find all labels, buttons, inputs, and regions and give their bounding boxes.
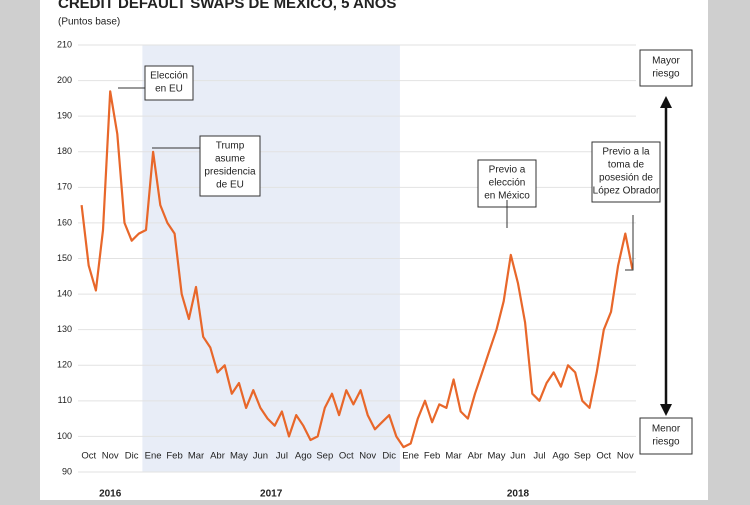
annotation-text: presidencia: [204, 167, 256, 178]
annotation-text: de EU: [216, 180, 244, 191]
risk-label: riesgo: [652, 437, 680, 448]
y-tick-label: 200: [57, 75, 72, 85]
x-tick-label: Jul: [533, 451, 545, 462]
y-tick-label: 140: [57, 288, 72, 298]
x-tick-label: May: [230, 451, 248, 462]
x-tick-label: Feb: [424, 451, 440, 462]
annotation-text: elección: [489, 178, 526, 189]
x-tick-label: Nov: [617, 451, 634, 462]
x-tick-label: Oct: [81, 451, 96, 462]
y-tick-label: 130: [57, 324, 72, 334]
x-tick-label: Sep: [574, 451, 591, 462]
x-tick-label: Feb: [166, 451, 182, 462]
risk-arrow-head: [660, 404, 672, 416]
x-tick-label: Nov: [359, 451, 376, 462]
annotation-box: [199, 135, 261, 197]
x-tick-label: Jul: [276, 451, 288, 462]
x-tick-label: Ago: [552, 451, 569, 462]
annotation-text: Previo a la: [602, 147, 650, 158]
year-label: 2018: [507, 489, 530, 500]
y-tick-label: 90: [62, 466, 72, 476]
annotation-box: [477, 159, 537, 208]
risk-box: [639, 417, 693, 455]
y-tick-label: 210: [57, 39, 72, 49]
x-tick-label: Oct: [339, 451, 354, 462]
year-label: 2016: [99, 489, 122, 500]
y-tick-label: 120: [57, 360, 72, 370]
x-tick-label: Abr: [210, 451, 225, 462]
x-tick-label: Jun: [510, 451, 525, 462]
annotation-text: en México: [484, 191, 530, 202]
y-tick-label: 160: [57, 217, 72, 227]
x-tick-label: Ene: [145, 451, 162, 462]
x-tick-label: Mar: [445, 451, 461, 462]
y-tick-label: 170: [57, 182, 72, 192]
x-tick-label: Ago: [295, 451, 312, 462]
x-tick-label: Mar: [188, 451, 204, 462]
annotation-text: Elección: [150, 71, 188, 82]
annotation-text: en EU: [155, 84, 183, 95]
risk-arrow-head: [660, 96, 672, 108]
chart-subtitle: (Puntos base): [58, 17, 120, 28]
x-tick-label: Jun: [253, 451, 268, 462]
y-tick-label: 110: [58, 395, 72, 405]
annotation-box: [144, 65, 194, 101]
x-tick-label: Ene: [402, 451, 419, 462]
x-tick-label: Sep: [316, 451, 333, 462]
x-tick-label: Oct: [596, 451, 611, 462]
annotation-leader: [625, 215, 634, 271]
year-label: 2017: [260, 489, 283, 500]
annotation-text: López Obrador: [593, 186, 660, 197]
annotation-text: asume: [215, 154, 245, 165]
annotation-text: posesión de: [599, 173, 653, 184]
risk-box: [639, 49, 693, 87]
x-tick-label: Nov: [102, 451, 119, 462]
y-tick-label: 190: [57, 111, 72, 121]
series-line: [80, 90, 634, 449]
x-tick-label: Dic: [125, 451, 139, 462]
annotation-text: toma de: [608, 160, 645, 171]
annotation-text: Trump: [216, 141, 245, 152]
x-tick-label: Dic: [382, 451, 396, 462]
annotation-text: Previo a: [489, 165, 526, 176]
x-tick-label: May: [488, 451, 506, 462]
chart-title: CREDIT DEFAULT SWAPS DE MÉXICO, 5 AÑOS: [58, 0, 396, 12]
risk-label: Menor: [652, 424, 681, 435]
risk-label: Mayor: [652, 56, 680, 67]
y-tick-label: 180: [57, 146, 72, 156]
x-tick-label: Abr: [468, 451, 483, 462]
annotation-box: [591, 141, 661, 203]
y-tick-label: 150: [57, 253, 72, 263]
y-tick-label: 100: [57, 431, 72, 441]
risk-label: riesgo: [652, 69, 680, 80]
